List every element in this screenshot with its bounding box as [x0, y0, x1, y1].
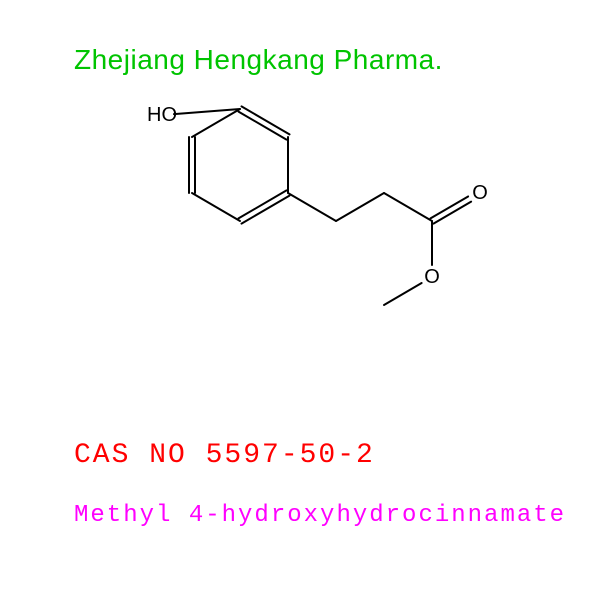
atom-label: HO [147, 104, 177, 126]
cas-number-label: CAS NO 5597-50-2 [74, 440, 375, 471]
atom-label: O [424, 266, 440, 288]
compound-name-label: Methyl 4-hydroxyhydrocinnamate [74, 502, 566, 529]
molecule-diagram: HO O O [130, 95, 510, 355]
atom-label: O [472, 182, 488, 204]
company-label: Zhejiang Hengkang Pharma. [74, 44, 443, 76]
